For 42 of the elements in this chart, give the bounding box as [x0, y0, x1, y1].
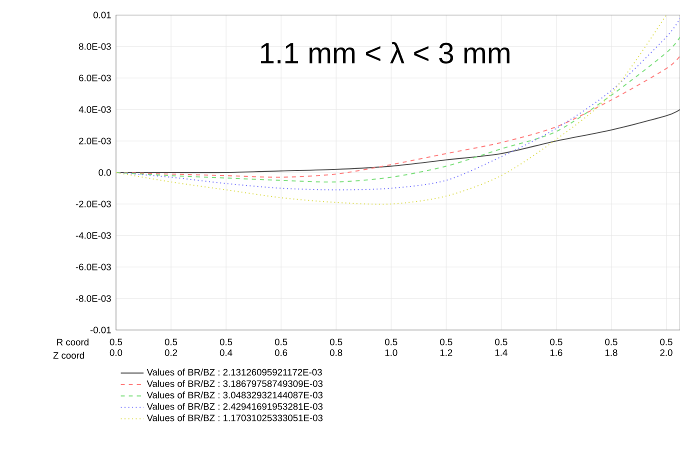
x-tick-label: 0.4: [220, 349, 232, 356]
x-tick-label: 0.0: [110, 349, 122, 356]
y-tick-label: 8.0E-03: [78, 43, 111, 50]
text: 0.5: [605, 338, 618, 346]
x-axis-title: Z coord: [53, 352, 84, 359]
x-tick-label: 0.8: [330, 349, 342, 356]
y-tick-label: 0.0: [98, 169, 111, 176]
text: R coord: [57, 338, 88, 346]
y-tick-label: -4.0E-03: [76, 232, 111, 239]
x-tick-label: 1.0: [385, 349, 398, 356]
x-tick-label: 2.0: [660, 349, 672, 356]
text: 0.5: [384, 338, 398, 346]
text: 0.5: [274, 338, 288, 346]
legend-label: Values of BR/BZ : 1.17031025333051E-03: [146, 414, 323, 422]
text: 0.5: [164, 338, 178, 346]
x-tick-label: 0.2: [164, 349, 178, 356]
y-tick-label: -8.0E-03: [76, 295, 111, 302]
text: 0.5: [550, 338, 562, 346]
y-tick-label: -0.01: [90, 326, 111, 334]
text: 0.5: [440, 338, 452, 346]
legend-label: Values of BR/BZ : 2.42941691953281E-03: [146, 402, 323, 410]
text: 0.5: [220, 338, 232, 346]
y-tick-label: -6.0E-03: [76, 264, 111, 270]
text: 0.5: [110, 338, 122, 346]
text: 0.5: [495, 338, 508, 346]
text: 0.5: [330, 338, 342, 346]
y-tick-label: 2.0E-03: [79, 138, 111, 144]
line-series: [116, 36, 680, 183]
legend-label: Values of BR/BZ : 3.18679758749309E-03: [146, 380, 323, 387]
legend-label: Values of BR/BZ : 3.04832932144087E-03: [146, 392, 323, 398]
y-tick-label: 0.01: [93, 12, 111, 18]
y-tick-label: 4.0E-03: [78, 106, 111, 113]
text: 0.5: [660, 338, 672, 346]
x-tick-label: 1.2: [440, 349, 452, 356]
annotation: 1.1 mm < λ < 3 mm: [260, 42, 510, 64]
x-tick-label: 1.8: [605, 349, 618, 356]
legend-label: Values of BR/BZ : 2.13126095921172E-03: [146, 368, 322, 376]
y-tick-label: 6.0E-03: [79, 74, 111, 82]
x-tick-label: 0.6: [274, 349, 288, 356]
x-tick-label: 1.6: [550, 349, 562, 356]
x-tick-label: 1.4: [495, 349, 508, 356]
y-tick-label: -2.0E-03: [76, 200, 111, 208]
